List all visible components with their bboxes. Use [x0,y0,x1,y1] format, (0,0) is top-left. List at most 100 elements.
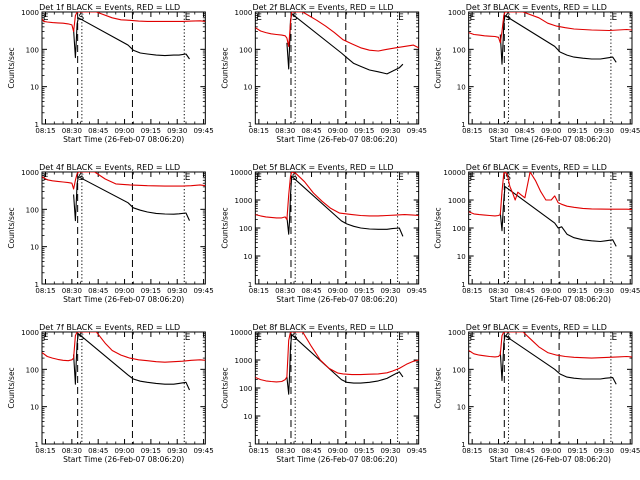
x-tick-label: 08:45 [301,127,321,135]
series-events-line [286,334,404,395]
marker-label: S [79,13,85,23]
marker-label: E [470,173,476,183]
marker-label: E [43,333,49,343]
plot-frame [41,11,206,125]
y-tick-label: 10000 [230,169,252,177]
panel-title: Det 3f BLACK = Events, RED = LLD [466,3,607,12]
y-tick-label: 100 [239,385,252,393]
series-group [255,332,419,395]
plot-frame [254,11,420,125]
panel-title: Det 2f BLACK = Events, RED = LLD [252,3,393,12]
detector-panel-9: Det 9f BLACK = Events, RED = LLD 1 10 100 10… [434,323,640,464]
panel-title: Det 6f BLACK = Events, RED = LLD [466,163,607,172]
y-tick-label: 10 [457,404,466,412]
y-tick-label: 10000 [443,169,465,177]
series-events-line [73,176,190,222]
x-tick-label: 09:15 [354,447,374,455]
x-tick-label: 08:30 [275,127,295,135]
y-axis-label: Counts/sec [434,207,443,248]
x-tick-label: 08:45 [88,447,108,455]
plot-frame [41,171,206,285]
x-tick-label: 09:15 [354,127,374,135]
y-tick-label: 10 [457,84,466,92]
series-group [468,332,632,385]
x-tick-label: 09:30 [167,447,187,455]
y-axis-label: Counts/sec [7,367,16,408]
x-tick-label: 09:45 [620,447,640,455]
x-tick-label: 09:45 [193,287,213,295]
y-axis-label: Counts/sec [220,47,229,88]
y-tick-label: 1000 [235,357,253,365]
panel-title: Det 5f BLACK = Events, RED = LLD [252,163,393,172]
series-group [42,332,206,391]
x-tick-label: 08:15 [249,447,269,455]
x-tick-label: 09:15 [141,447,161,455]
x-tick-label: 09:15 [567,287,587,295]
x-axis-label: Start Time (26-Feb-07 08:06:20) [63,455,184,464]
marker-label: E [256,13,262,23]
x-tick-label: 08:15 [462,127,482,135]
detector-panel-7: Det 7f BLACK = Events, RED = LLD 1 10 100 10… [7,323,214,464]
y-tick-label: 1 [35,441,39,449]
x-tick-label: 09:15 [141,287,161,295]
panel-title: Det 1f BLACK = Events, RED = LLD [39,3,180,12]
series-events-line [73,333,191,391]
marker-label: S [79,333,85,343]
x-tick-label: 09:00 [541,287,561,295]
x-tick-label: 08:30 [488,127,508,135]
detector-panel-6: Det 6f BLACK = Events, RED = LLD 1 10 100 10… [434,163,640,304]
x-tick-label: 09:30 [167,127,187,135]
series-events-line [499,15,617,65]
y-tick-label: 1000 [448,197,466,205]
y-tick-label: 1000 [448,9,466,17]
y-tick-label: 100 [452,225,465,233]
marker-label: E [256,333,262,343]
series-lld-line [42,12,206,33]
y-tick-label: 1000 [21,329,39,337]
x-tick-label: 08:45 [88,287,108,295]
marker-label: E [398,333,404,343]
y-tick-label: 1000 [21,9,39,17]
marker-label: E [611,333,617,343]
series-lld-line [255,12,419,52]
marker-label: E [43,173,49,183]
x-tick-label: 08:30 [488,287,508,295]
marker-label: S [292,173,298,183]
x-axis-label: Start Time (26-Feb-07 08:06:20) [276,135,397,144]
series-events-line [499,186,617,247]
panel-title: Det 7f BLACK = Events, RED = LLD [39,323,180,332]
y-tick-label: 10000 [230,329,252,337]
x-tick-label: 09:45 [407,127,427,135]
panel-title: Det 4f BLACK = Events, RED = LLD [39,163,180,172]
plot-frame [41,331,206,445]
marker-label: E [611,173,617,183]
panel-title: Det 8f BLACK = Events, RED = LLD [252,323,393,332]
x-tick-label: 09:45 [407,447,427,455]
plot-frame [468,331,633,445]
y-tick-label: 1 [248,441,252,449]
marker-label: E [398,13,404,23]
y-tick-label: 1 [248,281,252,289]
x-tick-label: 08:30 [62,447,82,455]
x-tick-label: 08:30 [275,287,295,295]
detector-panel-3: Det 3f BLACK = Events, RED = LLD 1 10 100 10… [434,3,640,144]
x-tick-label: 09:30 [594,447,614,455]
y-tick-label: 100 [26,206,39,214]
x-tick-label: 09:45 [620,127,640,135]
detector-panel-1: Det 1f BLACK = Events, RED = LLD 1 10 100 10… [7,3,214,144]
x-tick-label: 08:15 [462,447,482,455]
x-tick-label: 09:15 [567,447,587,455]
y-tick-label: 1000 [235,9,253,17]
detector-panel-5: Det 5f BLACK = Events, RED = LLD 1 10 100 10… [220,163,427,304]
marker-label: E [470,13,476,23]
y-tick-label: 1 [248,121,252,129]
y-tick-label: 100 [26,46,39,54]
y-axis-label: Counts/sec [220,367,229,408]
x-tick-label: 09:30 [380,287,400,295]
x-tick-label: 08:45 [301,287,321,295]
x-tick-label: 08:45 [515,447,535,455]
x-tick-label: 09:00 [541,447,561,455]
y-tick-label: 100 [452,366,465,374]
series-events-line [499,335,617,385]
x-tick-label: 08:15 [462,287,482,295]
